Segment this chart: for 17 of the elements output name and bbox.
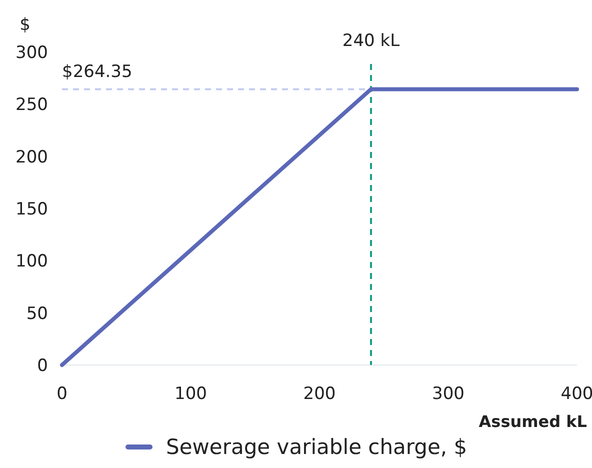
x-tick-label: 0 — [56, 384, 68, 404]
y-tick-label: 50 — [26, 304, 48, 324]
y-axis-title: $ — [20, 15, 30, 35]
y-tick-label: 0 — [37, 356, 48, 376]
ref-line-label: $264.35 — [62, 62, 132, 82]
x-tick-label: 400 — [560, 384, 592, 404]
y-tick-label: 200 — [16, 147, 48, 168]
y-tick-label: 300 — [16, 42, 48, 63]
x-tick-label: 300 — [432, 384, 464, 404]
x-axis-title: Assumed kL — [478, 412, 587, 431]
y-tick-label: 100 — [16, 252, 48, 272]
y-tick-label: 250 — [16, 95, 48, 116]
y-tick-label: 150 — [16, 199, 48, 220]
x-tick-label: 100 — [174, 384, 207, 404]
legend-label: Sewerage variable charge, $ — [166, 435, 468, 459]
ref-line-label: 240 kL — [342, 31, 400, 51]
x-tick-label: 200 — [303, 384, 336, 404]
